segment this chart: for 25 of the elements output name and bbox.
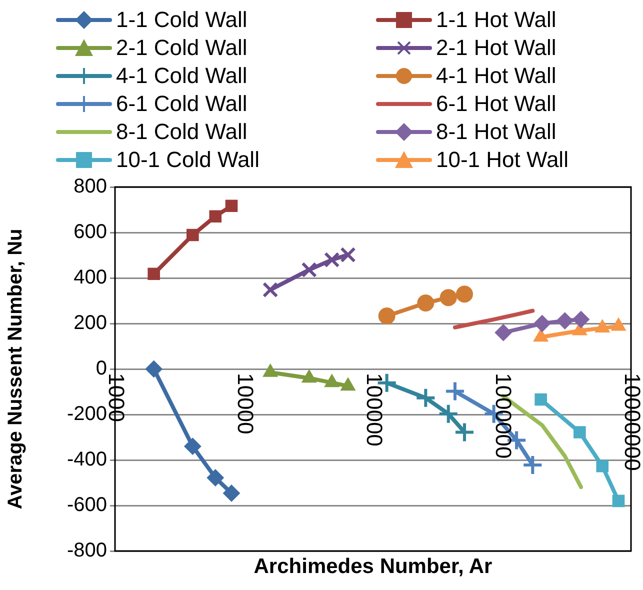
- x-tick-label: 100000: [362, 373, 387, 446]
- legend-label: 4-1 Cold Wall: [116, 63, 248, 89]
- legend-label: 10-1 Cold Wall: [116, 147, 260, 173]
- y-tick-label: 800: [74, 176, 107, 198]
- legend-label: 8-1 Hot Wall: [436, 119, 556, 145]
- y-tick-label: -400: [66, 448, 107, 471]
- legend-label: 6-1 Cold Wall: [116, 91, 248, 117]
- y-tick-label: -800: [66, 540, 107, 562]
- x-tick-label: 1000000: [490, 373, 516, 459]
- y-tick-label: 600: [74, 221, 107, 244]
- y-tick-label: 400: [74, 266, 107, 289]
- legend-label: 1-1 Cold Wall: [116, 7, 248, 33]
- y-tick-label: 0: [96, 358, 107, 380]
- legend-label: 2-1 Cold Wall: [116, 35, 248, 61]
- y-tick-label: -600: [66, 494, 107, 516]
- legend-label: 1-1 Hot Wall: [436, 7, 556, 33]
- y-tick-label: 200: [74, 312, 107, 334]
- legend-label: 2-1 Hot Wall: [436, 35, 556, 61]
- y-axis-title: Average Nussent Number, Nu: [4, 228, 27, 510]
- legend-label: 4-1 Hot Wall: [436, 63, 556, 89]
- x-tick-label: 10000: [232, 373, 258, 434]
- legend-label: 6-1 Hot Wall: [436, 91, 556, 117]
- legend-label: 10-1 Hot Wall: [436, 147, 568, 173]
- legend-label: 8-1 Cold Wall: [116, 119, 248, 145]
- x-axis-title: Archimedes Number, Ar: [254, 555, 492, 578]
